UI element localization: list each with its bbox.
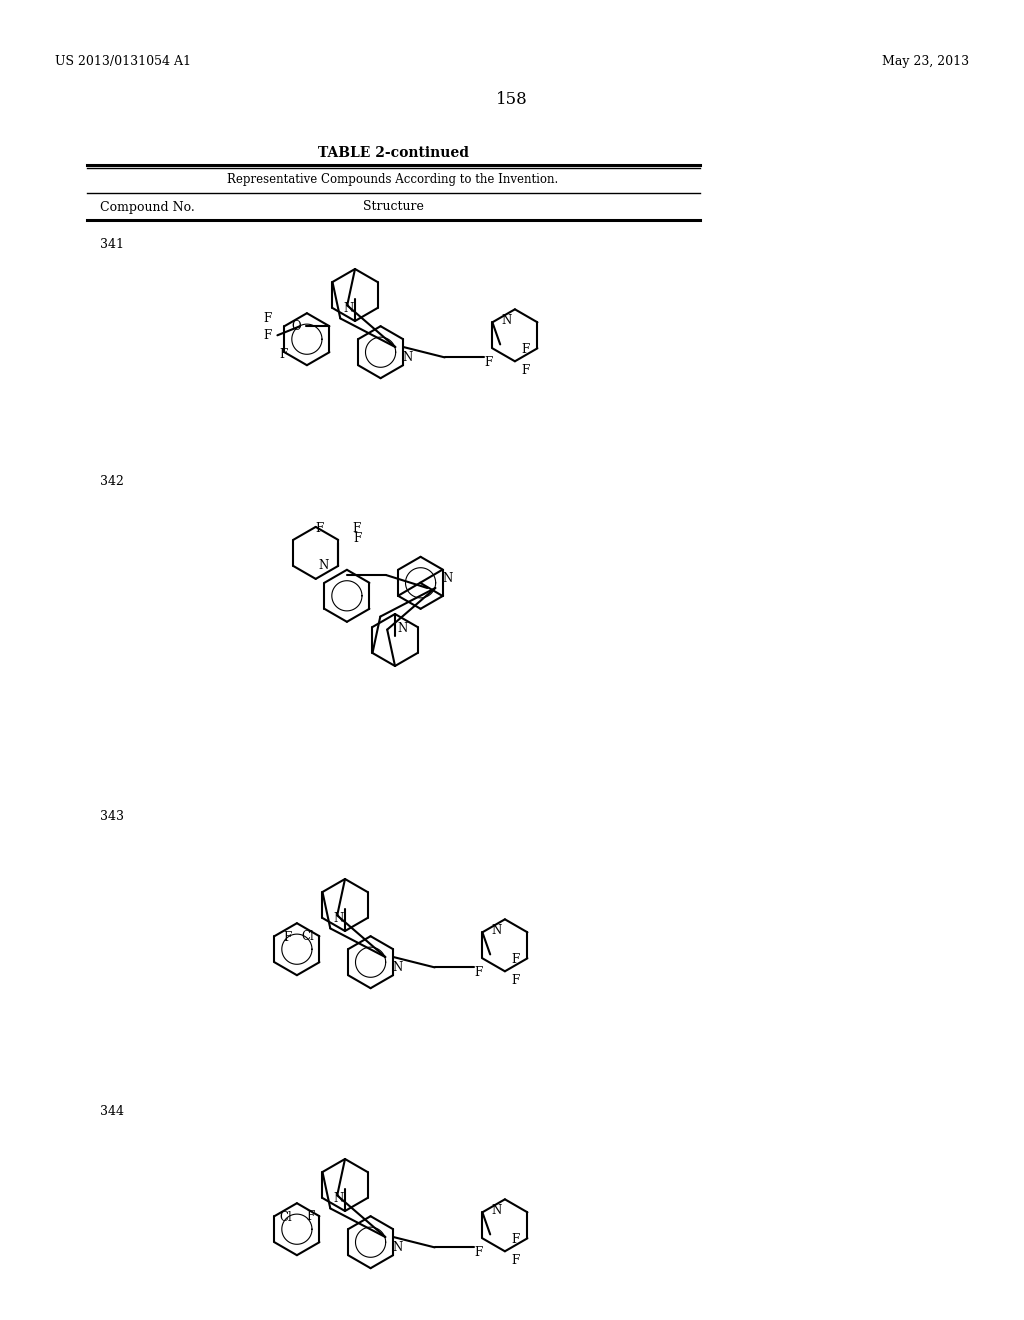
Text: N: N (318, 558, 329, 572)
Text: N: N (492, 924, 502, 937)
Text: 341: 341 (100, 238, 124, 251)
Text: Representative Compounds According to the Invention.: Representative Compounds According to th… (227, 173, 559, 186)
Text: N: N (502, 314, 512, 327)
Text: May 23, 2013: May 23, 2013 (882, 55, 969, 69)
Text: F: F (284, 931, 292, 944)
Text: F: F (263, 329, 271, 342)
Text: F: F (315, 521, 324, 535)
Text: F: F (352, 521, 360, 535)
Text: F: F (484, 356, 493, 370)
Text: O: O (292, 319, 301, 333)
Text: Structure: Structure (362, 201, 424, 214)
Text: Cl: Cl (280, 1212, 292, 1224)
Text: 342: 342 (100, 475, 124, 488)
Text: N: N (392, 961, 402, 974)
Text: F: F (474, 966, 482, 979)
Text: F: F (521, 364, 529, 378)
Text: Cl: Cl (302, 929, 314, 942)
Text: US 2013/0131054 A1: US 2013/0131054 A1 (55, 55, 191, 69)
Text: TABLE 2-continued: TABLE 2-continued (317, 147, 469, 160)
Text: F: F (511, 974, 519, 987)
Text: N: N (344, 302, 354, 315)
Text: N: N (442, 572, 453, 585)
Text: N: N (334, 912, 344, 925)
Text: Compound No.: Compound No. (100, 201, 195, 214)
Text: N: N (334, 1192, 344, 1205)
Text: F: F (280, 348, 288, 362)
Text: N: N (492, 1204, 502, 1217)
Text: 158: 158 (496, 91, 528, 108)
Text: 344: 344 (100, 1105, 124, 1118)
Text: F: F (306, 1209, 314, 1222)
Text: N: N (397, 622, 408, 635)
Text: F: F (511, 1254, 519, 1267)
Text: F: F (521, 343, 529, 356)
Text: F: F (511, 1233, 519, 1246)
Text: F: F (354, 532, 362, 545)
Text: 343: 343 (100, 810, 124, 822)
Text: N: N (402, 351, 413, 364)
Text: F: F (263, 312, 271, 325)
Text: N: N (392, 1241, 402, 1254)
Text: F: F (474, 1246, 482, 1259)
Text: F: F (511, 953, 519, 966)
